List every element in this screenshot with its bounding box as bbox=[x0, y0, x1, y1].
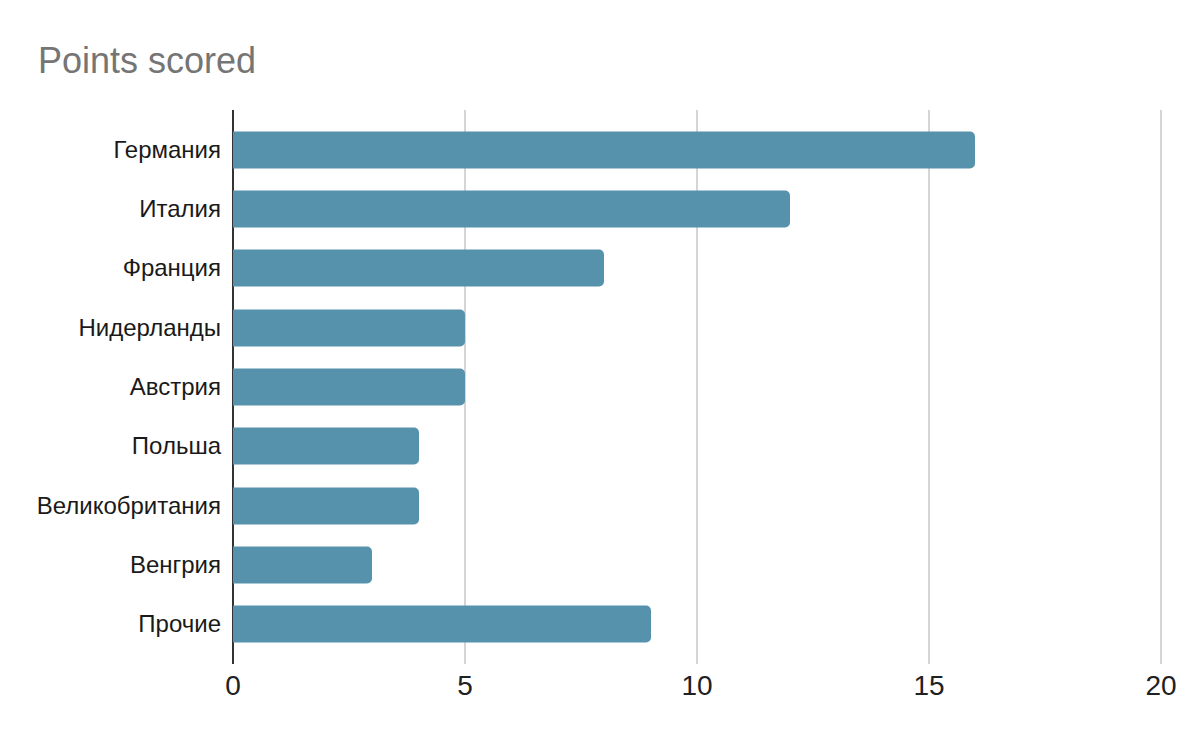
bar bbox=[233, 131, 975, 168]
value-axis-tick-labels: 05101520 bbox=[233, 670, 1161, 710]
bar bbox=[233, 487, 419, 524]
bar bbox=[233, 250, 604, 287]
bar-row bbox=[233, 179, 1161, 238]
category-label: Нидерланды bbox=[0, 298, 221, 357]
bar bbox=[233, 368, 465, 405]
bar-row bbox=[233, 476, 1161, 535]
x-tick-label: 20 bbox=[1145, 670, 1176, 702]
category-label: Австрия bbox=[0, 357, 221, 416]
category-label: Прочие bbox=[0, 595, 221, 654]
x-tick-label: 15 bbox=[913, 670, 944, 702]
bar bbox=[233, 606, 651, 643]
category-label: Польша bbox=[0, 417, 221, 476]
bar-row bbox=[233, 120, 1161, 179]
category-label: Великобритания bbox=[0, 476, 221, 535]
chart-canvas: Points scored ГерманияИталияФранцияНидер… bbox=[0, 0, 1200, 742]
bar-row bbox=[233, 239, 1161, 298]
x-tick-label: 10 bbox=[681, 670, 712, 702]
bar bbox=[233, 428, 419, 465]
bar-row bbox=[233, 535, 1161, 594]
bar-row bbox=[233, 417, 1161, 476]
category-label: Франция bbox=[0, 239, 221, 298]
x-tick-label: 0 bbox=[225, 670, 241, 702]
chart-title: Points scored bbox=[38, 40, 256, 82]
bar-row bbox=[233, 298, 1161, 357]
category-axis-labels: ГерманияИталияФранцияНидерландыАвстрияПо… bbox=[0, 120, 221, 654]
bar-row bbox=[233, 357, 1161, 416]
category-label: Венгрия bbox=[0, 535, 221, 594]
bars-container bbox=[233, 120, 1161, 654]
bar bbox=[233, 546, 372, 583]
x-tick-label: 5 bbox=[457, 670, 473, 702]
bar-row bbox=[233, 595, 1161, 654]
bar bbox=[233, 309, 465, 346]
category-label: Италия bbox=[0, 179, 221, 238]
category-label: Германия bbox=[0, 120, 221, 179]
bar bbox=[233, 190, 790, 227]
